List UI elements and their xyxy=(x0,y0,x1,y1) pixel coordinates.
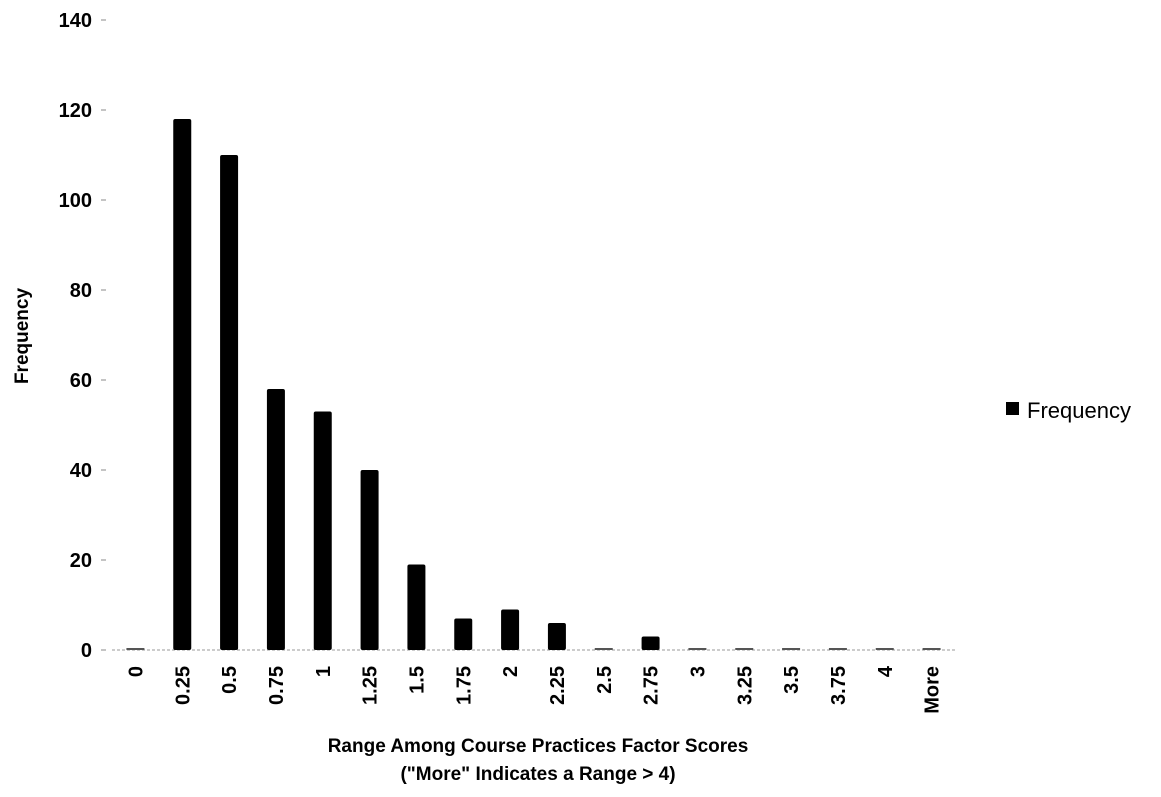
bar-3.75 xyxy=(828,648,847,650)
bar-0.25 xyxy=(173,119,192,650)
x-tick-label: 0 xyxy=(125,666,147,677)
x-tick-label: 1.25 xyxy=(360,666,382,705)
y-tick-label: 100 xyxy=(59,190,92,212)
bar-0 xyxy=(126,648,145,650)
x-axis-title-line-2: ("More" Indicates a Range > 4) xyxy=(400,764,675,785)
bar-1 xyxy=(313,411,332,650)
x-tick-label: More xyxy=(922,666,944,714)
bar-3 xyxy=(688,648,707,650)
x-tick-label: 3.25 xyxy=(734,666,756,705)
x-tick-label: 2.25 xyxy=(547,666,569,705)
x-tick-label: 4 xyxy=(875,665,897,677)
bar-1.5 xyxy=(407,564,426,650)
bar-1.75 xyxy=(454,618,473,650)
y-tick-label: 120 xyxy=(59,100,92,122)
x-tick-label: 1.75 xyxy=(453,666,475,705)
y-tick-label: 40 xyxy=(70,460,92,482)
y-tick-label: 60 xyxy=(70,370,92,392)
x-tick-label: 3 xyxy=(687,666,709,677)
bar-2.5 xyxy=(594,648,613,650)
bar-2.75 xyxy=(641,636,660,650)
y-tick-label: 140 xyxy=(59,10,92,32)
y-tick-label: 80 xyxy=(70,280,92,302)
y-axis-title: Frequency xyxy=(12,288,33,385)
y-axis-ticks: 0 20 40 60 80 100 120 140 xyxy=(59,10,106,662)
x-tick-label: 2.75 xyxy=(641,666,663,705)
y-tick-label: 20 xyxy=(70,550,92,572)
bar-0.75 xyxy=(266,389,285,650)
bar-0.5 xyxy=(220,155,239,650)
legend: Frequency xyxy=(1006,398,1131,423)
bar-1.25 xyxy=(360,470,379,650)
bar-2 xyxy=(501,609,520,650)
x-axis-ticks: 0 0.25 0.5 0.75 1 1.25 1.5 1.75 2 2.25 2.5 2.75 3 3.2… xyxy=(125,665,943,714)
bar-4 xyxy=(875,648,894,650)
x-tick-label: 3.75 xyxy=(828,666,850,705)
y-tick-label: 0 xyxy=(81,640,92,662)
legend-swatch xyxy=(1006,402,1019,415)
x-tick-label: 2 xyxy=(500,666,522,677)
bar-More xyxy=(922,648,941,650)
bar-3.5 xyxy=(782,648,801,650)
x-axis-title-line-1: Range Among Course Practices Factor Scor… xyxy=(328,736,749,757)
x-tick-label: 3.5 xyxy=(781,666,803,694)
bar-3.25 xyxy=(735,648,754,650)
x-tick-label: 0.5 xyxy=(219,666,241,694)
x-tick-label: 2.5 xyxy=(594,666,616,694)
legend-label: Frequency xyxy=(1027,398,1131,423)
x-tick-label: 1 xyxy=(313,666,335,677)
x-tick-label: 0.75 xyxy=(266,666,288,705)
x-tick-label: 0.25 xyxy=(172,666,194,705)
bar-2.25 xyxy=(547,623,566,650)
bars-group xyxy=(126,119,941,650)
x-tick-label: 1.5 xyxy=(406,666,428,694)
